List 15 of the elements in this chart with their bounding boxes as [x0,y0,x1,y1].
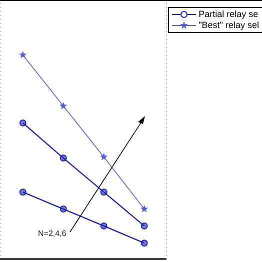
legend-label: Partial relay se [198,9,258,20]
legend-label: "Best" relay sel [198,20,259,31]
point [100,188,108,196]
point [60,206,67,213]
annotation: N=2,4,6 [38,229,66,238]
point [100,153,108,160]
point [19,51,26,58]
point [60,154,67,162]
point [19,119,26,126]
point [100,222,108,230]
point [140,205,148,212]
point [19,188,26,196]
point [60,102,67,110]
point [140,222,148,230]
point [140,240,148,247]
